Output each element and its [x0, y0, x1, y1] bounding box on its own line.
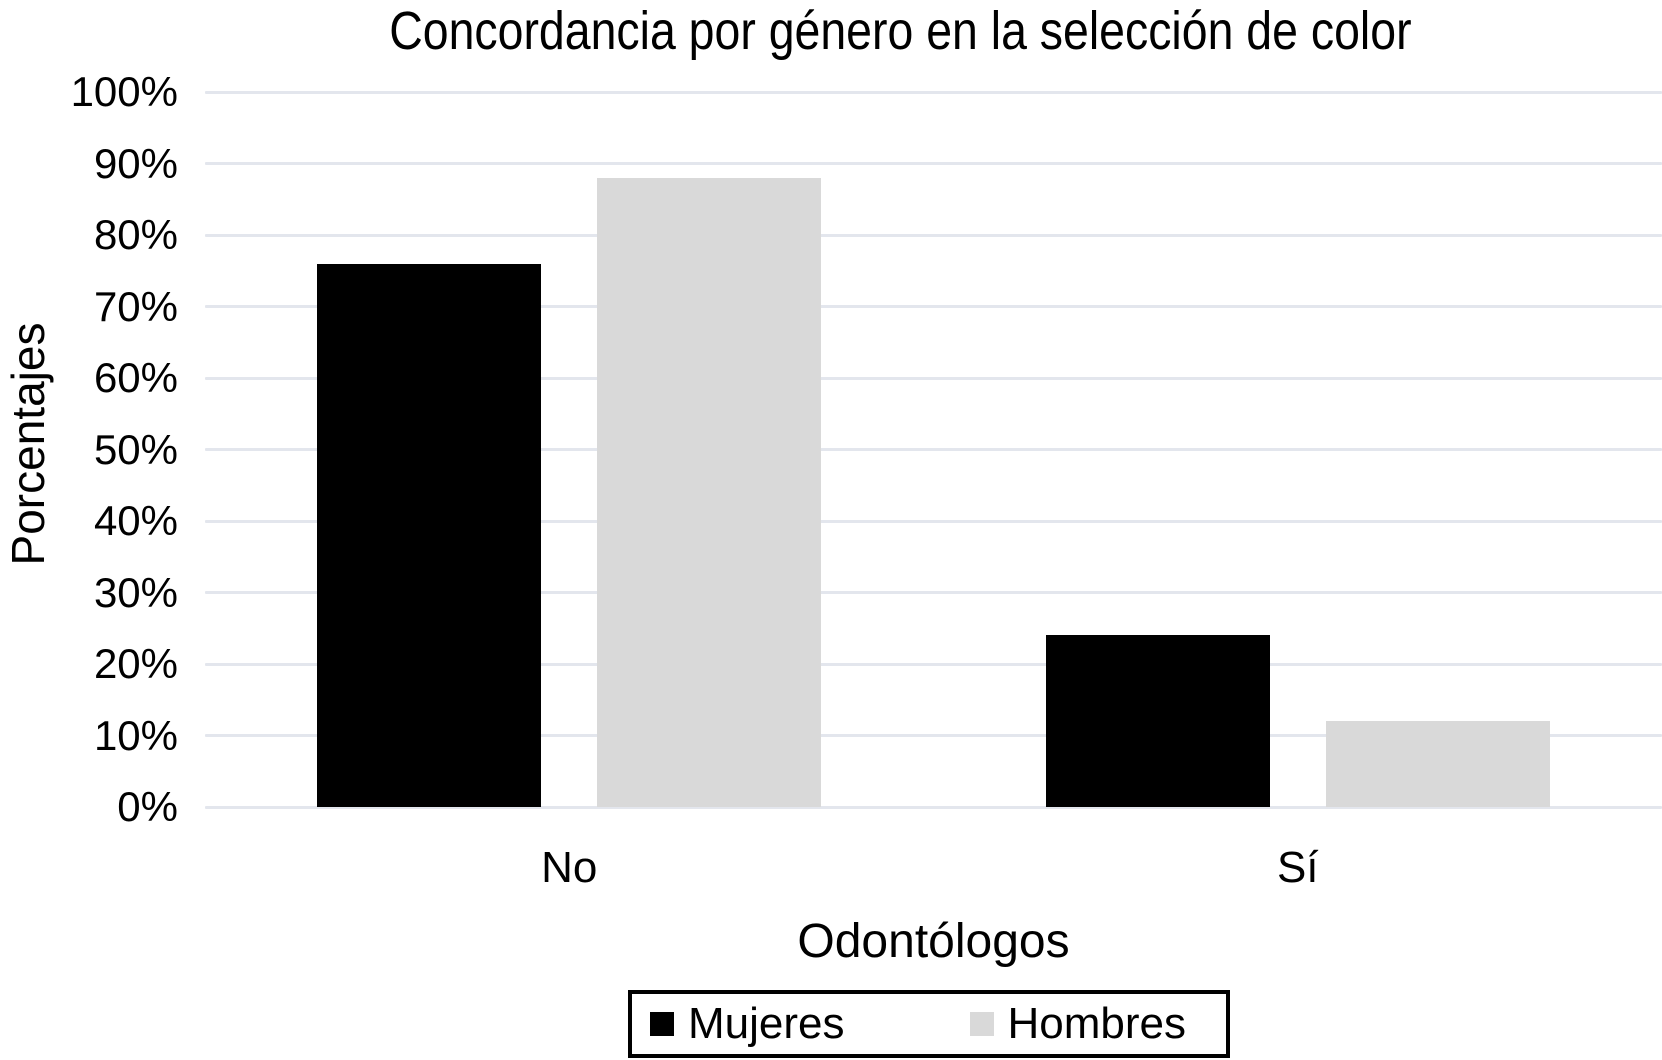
x-category-label-sí: Sí [1276, 843, 1319, 892]
gridline-60% [205, 376, 1662, 380]
legend-item-mujeres: Mujeres [650, 1000, 845, 1048]
y-tick-label-60%: 60% [93, 354, 178, 401]
y-tick-label-0%: 0% [117, 783, 178, 830]
y-tick-label-80%: 80% [93, 211, 178, 258]
x-axis-title: Odontólogos [797, 915, 1070, 968]
x-category-label-no: No [541, 843, 598, 892]
gridline-30% [205, 591, 1662, 594]
y-tick-label-40%: 40% [93, 497, 178, 544]
gridline-80% [205, 233, 1662, 237]
gridline-0% [205, 805, 1662, 809]
chart-title: Concordancia por género en la selección … [140, 1, 1660, 61]
bar-no-mujeres [317, 263, 542, 807]
legend: Mujeres Hombres [628, 990, 1230, 1058]
gridline-40% [205, 519, 1662, 523]
y-tick-label-10%: 10% [93, 711, 178, 759]
y-tick-label-20%: 20% [93, 640, 178, 687]
bar-sí-hombres [1325, 721, 1550, 807]
x-axis-category-labels: No Sí [205, 840, 1662, 900]
gridline-100% [205, 90, 1662, 94]
chart-title-text: Concordancia por género en la selección … [388, 1, 1412, 61]
gridline-70% [205, 305, 1662, 308]
legend-swatch-mujeres [650, 1012, 674, 1036]
y-tick-label-50%: 50% [93, 425, 178, 473]
gridline-50% [205, 448, 1662, 451]
y-tick-label-30%: 30% [93, 568, 178, 616]
bar-sí-mujeres [1045, 635, 1270, 807]
gridline-20% [205, 662, 1662, 666]
bar-no-hombres [597, 177, 822, 807]
gridline-90% [205, 162, 1662, 165]
y-tick-label-70%: 70% [93, 282, 178, 330]
legend-label-hombres: Hombres [1007, 999, 1187, 1048]
plot-area [205, 90, 1662, 809]
y-axis-tick-labels: 0% 10% 20% 30% 40% 50% 60% 70% 80% 90% 100% [0, 70, 178, 829]
legend-item-hombres: Hombres [969, 999, 1187, 1048]
legend-swatch-hombres [969, 1012, 994, 1036]
y-tick-label-90%: 90% [93, 139, 178, 187]
legend-label-mujeres: Mujeres [688, 999, 845, 1048]
y-tick-label-100%: 100% [70, 68, 178, 115]
gridline-10% [205, 734, 1662, 737]
